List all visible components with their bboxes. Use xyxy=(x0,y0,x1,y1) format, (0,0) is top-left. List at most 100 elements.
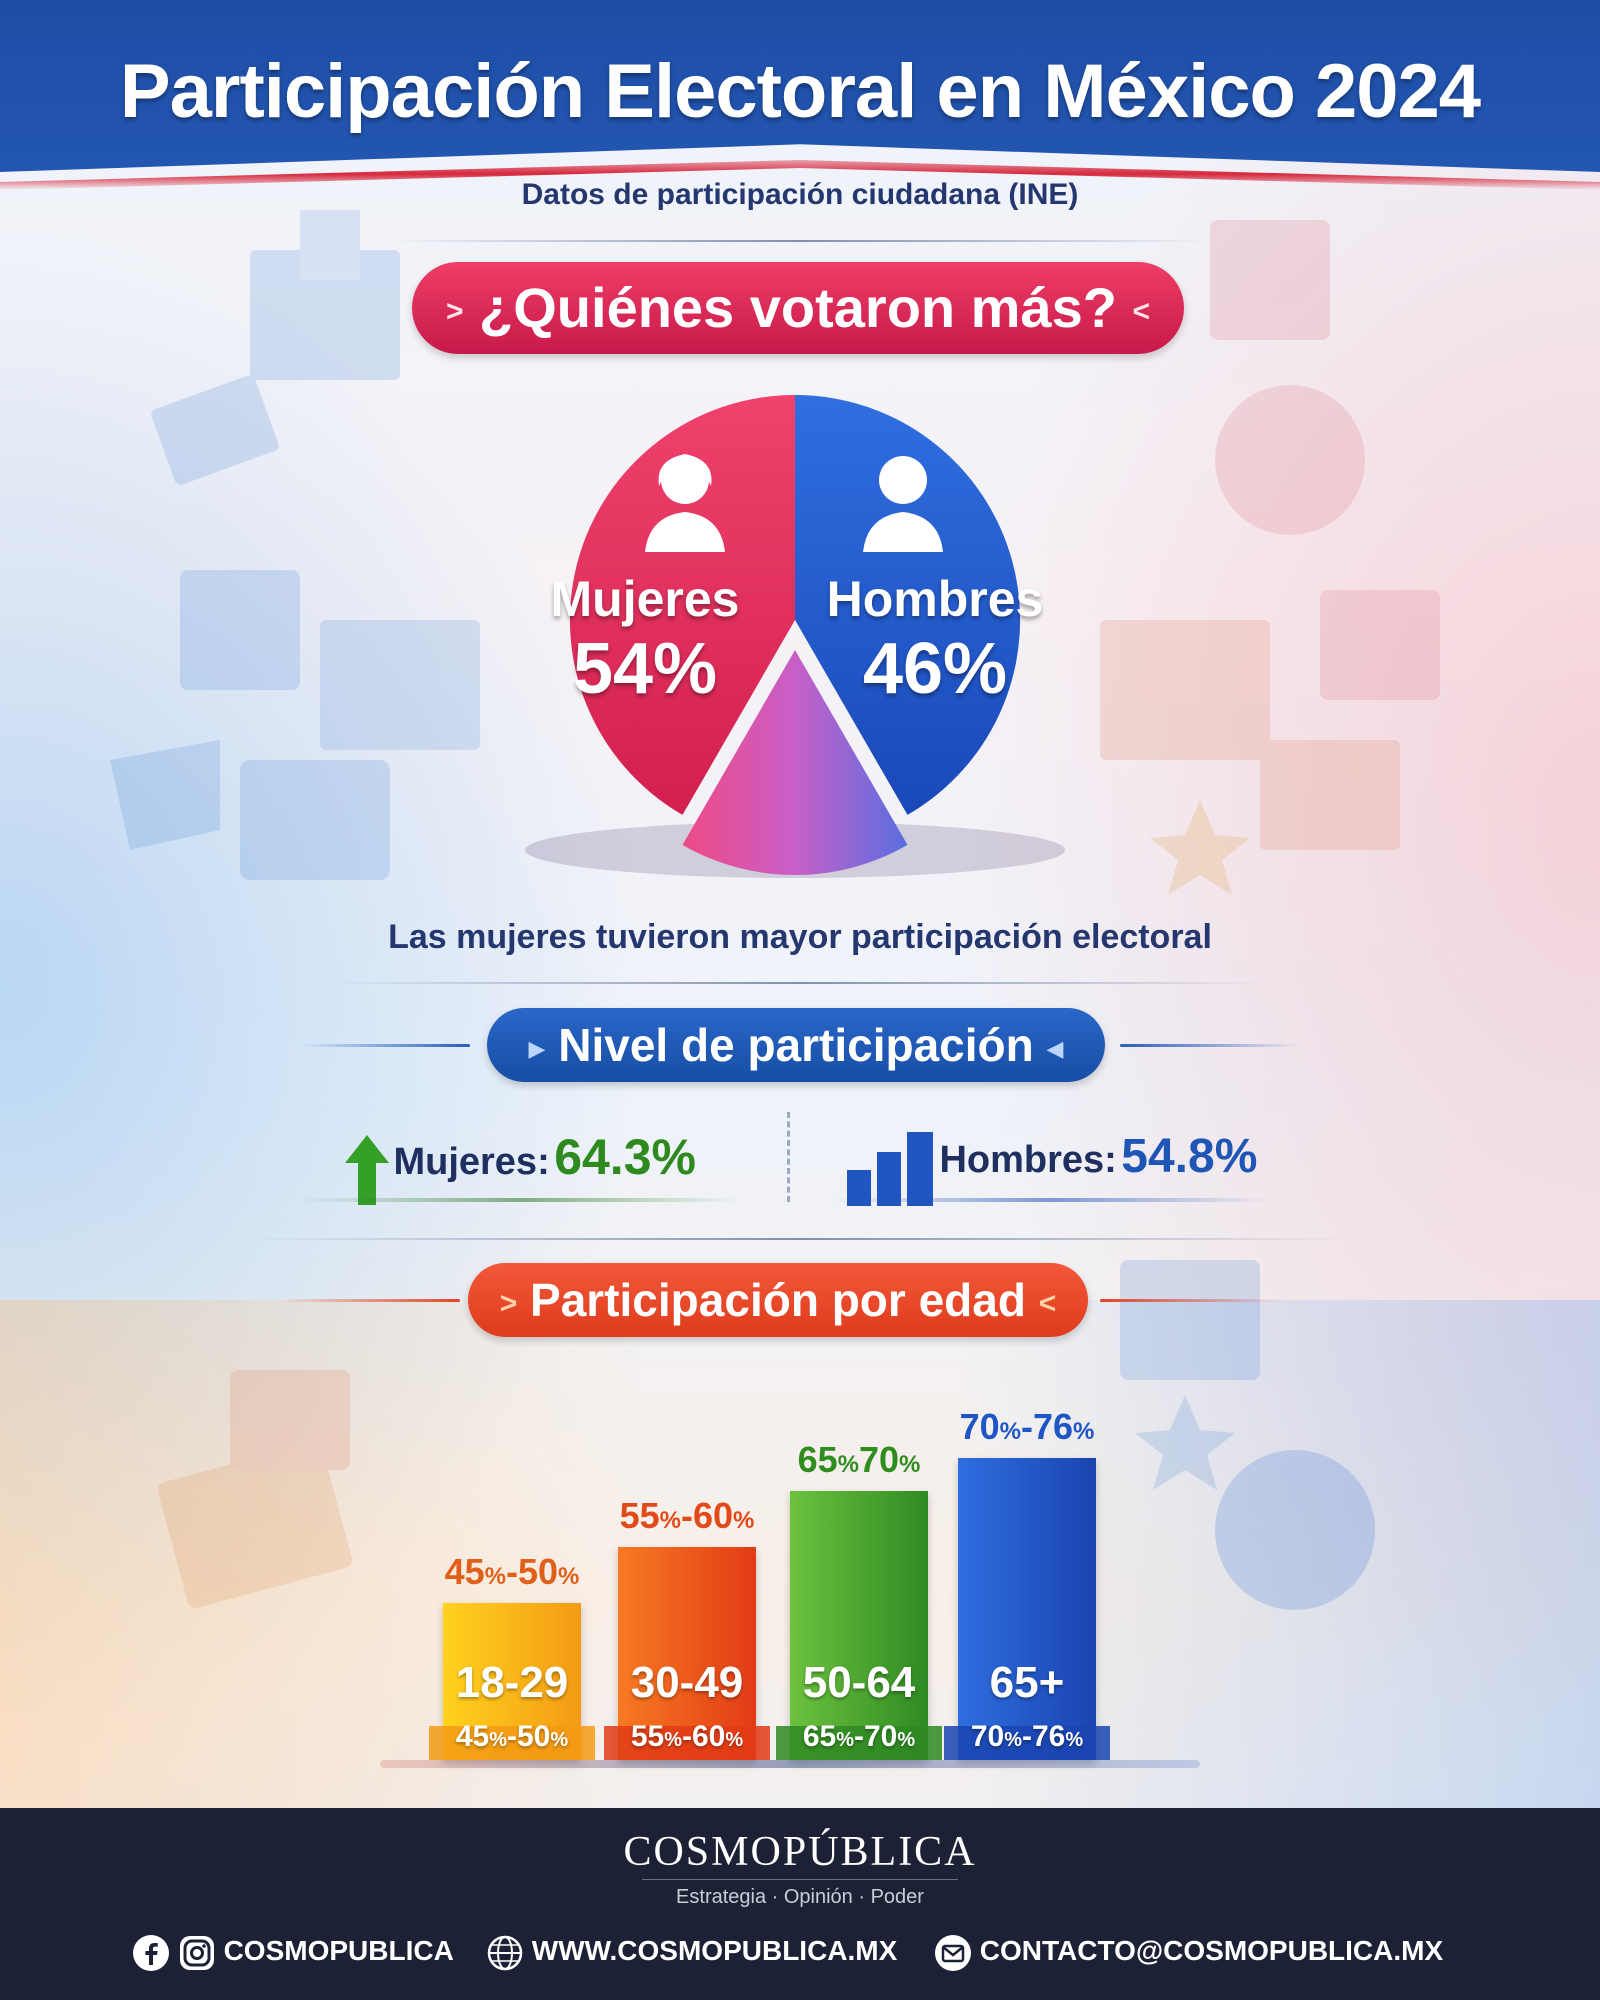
sparkle-right-icon: < xyxy=(1132,295,1151,329)
level-heading: Nivel de participación xyxy=(558,1019,1034,1071)
sparkle-left-icon: > xyxy=(445,295,464,329)
pie-name-hombres: Hombres xyxy=(826,571,1044,627)
star-icon xyxy=(1150,800,1250,895)
age-bar-band-65+ xyxy=(944,1726,1110,1760)
pie-slice-mujeres xyxy=(569,394,795,815)
pie-slice-center-wedge xyxy=(682,650,908,876)
arrow-right-icon: ▶ xyxy=(528,1035,546,1061)
ballot-box-icon xyxy=(250,210,400,380)
website-text: WWW.COSMOPUBLICA.MX xyxy=(531,1935,898,1966)
social-handle[interactable]: COSMOPUBLICA xyxy=(132,1926,454,1976)
arrow-up-icon xyxy=(345,1134,389,1205)
age-rule-left xyxy=(280,1299,460,1302)
facebook-icon[interactable] xyxy=(132,1934,170,1972)
envelope-icon xyxy=(151,375,279,485)
people-icon xyxy=(240,760,390,880)
stat-men-label: Hombres: xyxy=(939,1139,1117,1181)
stat-women-label: Mujeres: xyxy=(393,1141,550,1183)
gender-caption: Las mujeres tuvieron mayor participación… xyxy=(388,918,1212,956)
age-bar-category-50-64: 50-64 xyxy=(802,1658,916,1707)
social-handle-text: COSMOPUBLICA xyxy=(223,1935,454,1966)
pie-label-mujeres: Mujeres 54% xyxy=(525,570,765,710)
age-rule-right xyxy=(1100,1299,1280,1302)
age-heading: Participación por edad xyxy=(530,1274,1026,1326)
tagline-rule xyxy=(642,1879,958,1880)
level-rule-right xyxy=(1120,1044,1300,1047)
age-chart-baseline xyxy=(380,1760,1200,1768)
tag-icon xyxy=(110,740,220,850)
envelope-icon xyxy=(1260,740,1400,850)
level-rule-bottom xyxy=(250,1238,1350,1240)
level-rule-left xyxy=(300,1044,470,1047)
stat-separator xyxy=(787,1112,790,1202)
age-bar-65+ xyxy=(958,1458,1096,1760)
email-text: CONTACTO@COSMOPUBLICA.MX xyxy=(979,1935,1444,1966)
check-badge-icon xyxy=(1215,1450,1375,1610)
checkbox-icon xyxy=(180,570,300,690)
list-icon xyxy=(230,1370,350,1470)
page-title: Participación Electoral en México 2024 xyxy=(119,49,1481,134)
background-tint-left xyxy=(0,160,700,1810)
stat-men-underline xyxy=(830,1198,1270,1202)
gender-heading: ¿Quiénes votaron más? xyxy=(479,276,1117,339)
checkbox-icon xyxy=(1320,590,1440,700)
footer: COSMOPÚBLICA Estrategia · Opinión · Pode… xyxy=(0,1808,1600,2000)
pie-value-mujeres: 54% xyxy=(572,629,718,709)
pie-label-hombres: Hombres 46% xyxy=(805,570,1065,710)
brand-logo: COSMOPÚBLICA xyxy=(623,1829,977,1875)
woman-icon xyxy=(645,454,725,552)
age-bar-top-label-30-49: 55%-60% xyxy=(619,1495,755,1536)
ballot-box-icon xyxy=(1100,620,1270,760)
clock-icon xyxy=(1215,385,1365,535)
instagram-icon[interactable] xyxy=(178,1934,216,1972)
document-icon xyxy=(157,1442,353,1608)
age-bar-top-label-65+: 70%-76% xyxy=(959,1406,1095,1447)
pie-name-mujeres: Mujeres xyxy=(550,571,740,627)
gender-pie-chart: Mujeres 54% Hombres 46% xyxy=(505,370,1085,890)
age-bar-category-18-29: 18-29 xyxy=(455,1658,569,1707)
age-bar-category-30-49: 30-49 xyxy=(630,1658,744,1707)
age-heading-pill: > Participación por edad < xyxy=(468,1263,1088,1337)
stat-women: Mujeres: 64.3% xyxy=(345,1122,725,1205)
stat-women-underline xyxy=(300,1198,740,1202)
brand-tagline: Estrategia · Opinión · Poder xyxy=(676,1886,924,1908)
pie-value-hombres: 46% xyxy=(862,629,1008,709)
level-heading-pill: ▶ Nivel de participación ◀ xyxy=(487,1008,1105,1082)
age-bar-bottom-label-65+: 70%-76% xyxy=(970,1720,1084,1753)
stat-women-value: 64.3% xyxy=(554,1129,696,1185)
caption-rule xyxy=(330,982,1270,984)
age-bar-bottom-label-30-49: 55%-60% xyxy=(630,1720,744,1753)
arrow-left-icon: ◀ xyxy=(1046,1035,1064,1061)
website-link[interactable]: WWW.COSMOPUBLICA.MX xyxy=(486,1926,897,1976)
age-bar-category-65+: 65+ xyxy=(989,1658,1065,1707)
decorative-background-icons xyxy=(110,210,1440,1610)
globe-icon xyxy=(487,1935,523,1970)
bar-chart-icon xyxy=(847,1131,933,1206)
pie-slice-hombres xyxy=(795,395,1021,815)
age-bar-top-label-18-29: 45%-50% xyxy=(444,1551,580,1592)
page-subtitle: Datos de participación ciudadana (INE) xyxy=(521,178,1079,211)
age-bar-bottom-label-18-29: 45%-50% xyxy=(455,1720,569,1753)
header-banner xyxy=(0,0,1600,173)
stat-men: Hombres: 54.8% xyxy=(845,1122,1265,1206)
age-bar-top-label-50-64: 65%70% xyxy=(797,1439,921,1480)
age-bar-30-49 xyxy=(618,1547,756,1760)
envelope-icon xyxy=(935,1934,971,1971)
email-link[interactable]: CONTACTO@COSMOPUBLICA.MX xyxy=(934,1926,1443,1976)
age-bar-band-30-49 xyxy=(604,1726,770,1760)
age-bar-band-50-64 xyxy=(776,1726,942,1760)
gender-pie-svg xyxy=(525,394,1065,878)
sparkle-right-icon: < xyxy=(1038,1286,1057,1320)
age-bar-band-18-29 xyxy=(429,1726,595,1760)
gender-heading-pill: > ¿Quiénes votaron más? < xyxy=(412,262,1184,354)
age-bar-bottom-label-50-64: 65%-70% xyxy=(802,1720,916,1753)
ballot-box-icon xyxy=(320,620,480,750)
calendar-icon xyxy=(1120,1260,1260,1380)
sparkle-left-icon: > xyxy=(499,1286,518,1320)
stat-men-value: 54.8% xyxy=(1121,1130,1258,1183)
age-bar-50-64 xyxy=(790,1491,928,1760)
subtitle-rule xyxy=(390,240,1210,242)
checkbox-icon xyxy=(1210,220,1330,340)
star-icon xyxy=(1135,1395,1235,1490)
